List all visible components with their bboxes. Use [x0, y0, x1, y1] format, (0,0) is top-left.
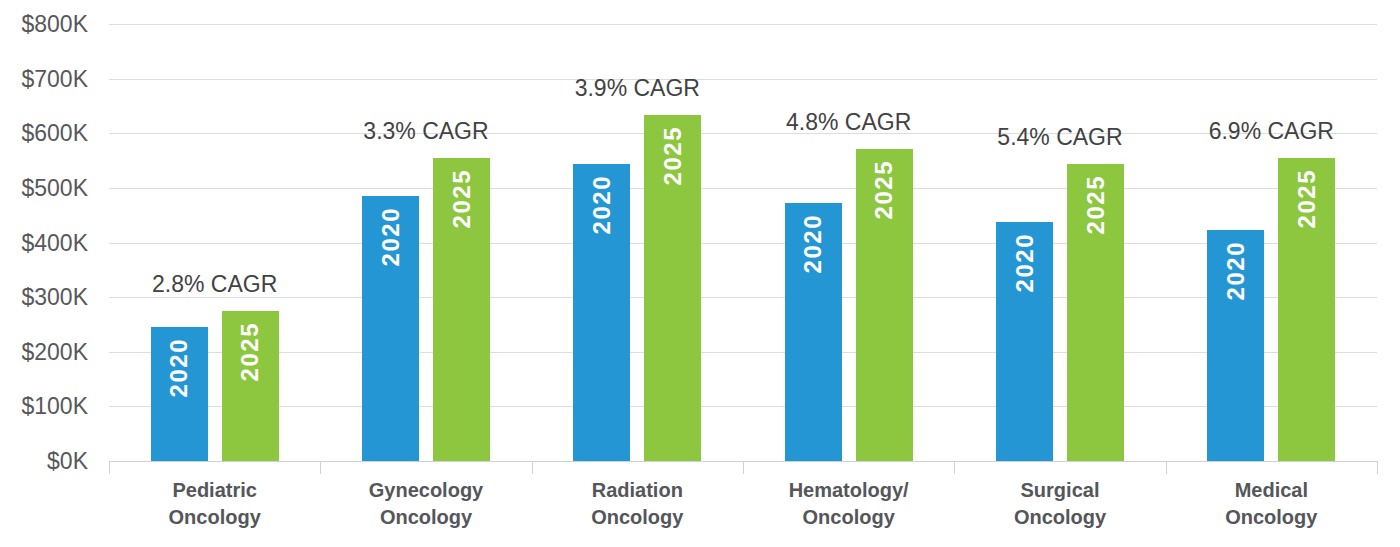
bar-year-label: 2025 — [856, 160, 913, 219]
y-axis-tick-label: $0K — [0, 447, 88, 475]
category-label: SurgicalOncology — [954, 477, 1165, 531]
bar-year-label-text: 2025 — [1082, 175, 1110, 234]
y-axis-tick-label: $500K — [0, 174, 88, 202]
category-label-line: Radiation — [532, 477, 743, 504]
category-label-line: Hematology/ — [743, 477, 954, 504]
bar-year-label-text: 2025 — [659, 126, 687, 185]
gridline — [109, 24, 1377, 25]
bar-year-label-text: 2025 — [236, 322, 264, 381]
y-axis-tick-label: $400K — [0, 229, 88, 257]
y-axis-tick-label: $300K — [0, 283, 88, 311]
bar-year-label: 2025 — [1067, 175, 1124, 234]
x-axis-tick — [954, 461, 955, 474]
category-label: MedicalOncology — [1166, 477, 1377, 531]
category-label: GynecologyOncology — [320, 477, 531, 531]
bar-2020: 2020 — [996, 222, 1053, 461]
bar-2025: 2025 — [856, 149, 913, 462]
cagr-label: 5.4% CAGR — [950, 124, 1170, 151]
gridline — [109, 406, 1377, 407]
category-label-line: Medical — [1166, 477, 1377, 504]
bar-year-label-text: 2025 — [448, 169, 476, 228]
bar-2025: 2025 — [644, 115, 701, 461]
x-axis-tick — [320, 461, 321, 474]
category-label: Hematology/Oncology — [743, 477, 954, 531]
bar-2025: 2025 — [433, 158, 490, 461]
bar-year-label: 2020 — [573, 175, 630, 234]
gridline — [109, 352, 1377, 353]
category-label: RadiationOncology — [532, 477, 743, 531]
category-label: PediatricOncology — [109, 477, 320, 531]
bar-2020: 2020 — [362, 196, 419, 462]
y-axis-tick-label: $700K — [0, 65, 88, 93]
y-axis-tick-label: $200K — [0, 338, 88, 366]
bar-2020: 2020 — [573, 164, 630, 461]
y-axis-tick-label: $600K — [0, 119, 88, 147]
category-label-line: Surgical — [954, 477, 1165, 504]
x-axis-tick — [1166, 461, 1167, 474]
bar-year-label: 2025 — [222, 322, 279, 381]
bar-year-label: 2025 — [1278, 169, 1335, 228]
bar-chart: 2020 2025 2.8% CAGR 2020 2025 3.3% CAGR 2020 20… — [0, 0, 1400, 547]
gridline — [109, 243, 1377, 244]
bar-year-label-text: 2020 — [1011, 233, 1039, 292]
y-axis-tick-label: $100K — [0, 392, 88, 420]
bar-2020: 2020 — [151, 327, 208, 461]
bar-year-label: 2020 — [996, 233, 1053, 292]
bar-year-label: 2020 — [362, 207, 419, 266]
bar-year-label: 2025 — [433, 169, 490, 228]
x-axis-tick — [532, 461, 533, 474]
category-label-line: Pediatric — [109, 477, 320, 504]
x-axis-tick — [109, 461, 110, 474]
x-axis-tick — [1377, 461, 1378, 474]
category-label-line: Oncology — [954, 504, 1165, 531]
category-label-line: Oncology — [1166, 504, 1377, 531]
category-label-line: Oncology — [109, 504, 320, 531]
cagr-label: 3.9% CAGR — [527, 75, 747, 102]
y-axis-tick-label: $800K — [0, 10, 88, 38]
bar-year-label-text: 2020 — [588, 175, 616, 234]
x-axis-tick — [743, 461, 744, 474]
category-label-line: Gynecology — [320, 477, 531, 504]
bar-2020: 2020 — [785, 203, 842, 461]
bar-2020: 2020 — [1207, 230, 1264, 461]
bar-year-label-text: 2025 — [870, 160, 898, 219]
plot-area: 202020252.8% CAGR202020253.3% CAGR202020… — [109, 24, 1377, 461]
bar-2025: 2025 — [1278, 158, 1335, 461]
bar-year-label: 2020 — [785, 214, 842, 273]
bar-year-label-text: 2020 — [1222, 241, 1250, 300]
gridline — [109, 188, 1377, 189]
bar-year-label: 2020 — [151, 338, 208, 397]
cagr-label: 4.8% CAGR — [739, 109, 959, 136]
bar-year-label-text: 2020 — [377, 207, 405, 266]
bar-year-label-text: 2020 — [799, 214, 827, 273]
category-label-line: Oncology — [743, 504, 954, 531]
bar-year-label-text: 2020 — [165, 338, 193, 397]
bar-year-label: 2020 — [1207, 241, 1264, 300]
cagr-label: 2.8% CAGR — [105, 271, 325, 298]
cagr-label: 3.3% CAGR — [316, 118, 536, 145]
category-label-line: Oncology — [532, 504, 743, 531]
category-label-line: Oncology — [320, 504, 531, 531]
bar-2025: 2025 — [222, 311, 279, 461]
bar-year-label-text: 2025 — [1293, 169, 1321, 228]
bar-2025: 2025 — [1067, 164, 1124, 461]
bar-year-label: 2025 — [644, 126, 701, 185]
cagr-label: 6.9% CAGR — [1161, 118, 1381, 145]
